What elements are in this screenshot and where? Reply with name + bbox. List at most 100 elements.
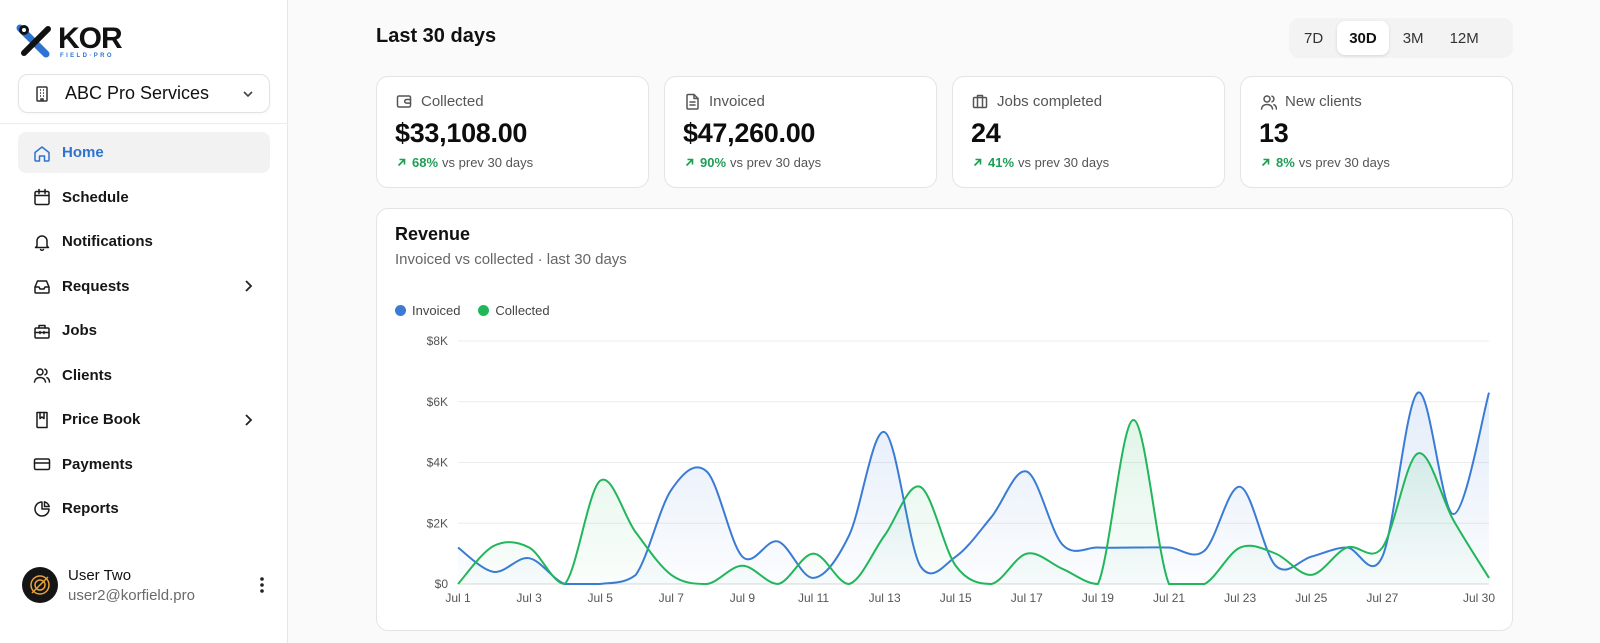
- x-tick-label: Jul 21: [1153, 591, 1185, 605]
- legend-item-collected[interactable]: Collected: [478, 303, 550, 318]
- arrow-up-right-icon: [973, 158, 982, 167]
- sidebar-item-requests[interactable]: Requests: [18, 266, 270, 307]
- sidebar-item-label: Requests: [62, 277, 130, 295]
- sidebar-item-jobs[interactable]: Jobs: [18, 310, 270, 351]
- chevron-right-icon[interactable]: [240, 278, 256, 294]
- brand-name: KOR: [58, 22, 123, 55]
- x-tick-label: Jul 3: [516, 591, 542, 605]
- arrow-up-right-icon: [397, 158, 406, 167]
- x-tick-label: Jul 23: [1224, 591, 1256, 605]
- sidebar-item-hidden-9[interactable]: [18, 533, 270, 543]
- users-icon: [1260, 95, 1277, 110]
- x-tick-label: Jul 11: [798, 591, 829, 605]
- x-tick-label: Jul 13: [869, 591, 901, 605]
- y-tick-label: $0: [435, 577, 449, 591]
- stat-value: 24: [971, 118, 1001, 148]
- stat-label: Collected: [421, 92, 484, 110]
- stat-value: $47,260.00: [683, 118, 816, 148]
- stat-delta-percent: 41%: [988, 155, 1015, 170]
- chevron-right-icon[interactable]: [240, 412, 256, 428]
- document-icon: [686, 93, 699, 110]
- x-tick-label: Jul 17: [1011, 591, 1043, 605]
- chart-legend: Invoiced Collected: [395, 303, 550, 318]
- y-tick-label: $4K: [427, 456, 448, 470]
- stat-delta-text: vs prev 30 days: [1298, 155, 1390, 170]
- stat-value: $33,108.00: [395, 118, 528, 148]
- sidebar-item-label: Payments: [62, 455, 133, 473]
- more-vertical-icon[interactable]: [252, 575, 272, 595]
- arrow-up-right-icon: [685, 158, 694, 167]
- sidebar-divider: [0, 123, 288, 124]
- sidebar-nav: Home Schedule Notifications Requests Jobs Cli…: [18, 132, 270, 542]
- stat-card-new-clients: New clients 13 8% vs prev 30 days: [1240, 76, 1513, 188]
- series-area-invoiced: [458, 392, 1489, 584]
- user-name: User Two: [68, 566, 132, 584]
- credit-card-icon: [33, 458, 51, 471]
- wallet-icon: [396, 95, 412, 108]
- stat-delta-text: vs prev 30 days: [730, 155, 822, 170]
- sidebar-item-schedule[interactable]: Schedule: [18, 177, 270, 218]
- user-profile[interactable]: User Two user2@korfield.pro: [22, 565, 272, 605]
- sidebar-item-label: Schedule: [62, 188, 129, 206]
- x-tick-label: Jul 27: [1366, 591, 1398, 605]
- legend-dot: [395, 305, 406, 316]
- stat-label: New clients: [1285, 92, 1362, 110]
- range-tab-12m[interactable]: 12M: [1449, 29, 1479, 47]
- range-tab-3m[interactable]: 3M: [1402, 29, 1424, 47]
- range-tab-30d[interactable]: 30D: [1337, 21, 1389, 55]
- stat-delta-text: vs prev 30 days: [1018, 155, 1110, 170]
- sidebar-item-home[interactable]: Home: [18, 132, 270, 173]
- stat-card-invoiced: Invoiced $47,260.00 90% vs prev 30 days: [664, 76, 937, 188]
- x-tick-label: Jul 30: [1463, 591, 1495, 605]
- x-tick-label: Jul 7: [659, 591, 685, 605]
- calendar-icon: [34, 188, 50, 206]
- sidebar-item-label: Jobs: [62, 322, 98, 339]
- sidebar-item-label: Price Book: [62, 411, 141, 428]
- x-tick-label: Jul 1: [445, 591, 471, 605]
- stat-card-collected: Collected $33,108.00 68% vs prev 30 days: [376, 76, 649, 188]
- bell-icon: [34, 234, 50, 251]
- arrow-up-right-icon: [1261, 158, 1270, 167]
- stat-delta-percent: 8%: [1276, 155, 1295, 170]
- sidebar-item-clients[interactable]: Clients: [18, 355, 270, 396]
- avatar[interactable]: [22, 567, 58, 603]
- inbox-icon: [34, 280, 50, 294]
- legend-item-invoiced[interactable]: Invoiced: [395, 303, 460, 318]
- y-tick-label: $2K: [427, 516, 448, 530]
- date-range-tabs: 7D 30D 3M 12M: [1289, 18, 1513, 58]
- y-tick-label: $8K: [427, 334, 448, 348]
- sidebar-item-label: Clients: [62, 366, 113, 384]
- sidebar-item-notifications[interactable]: Notifications: [18, 221, 270, 262]
- x-tick-label: Jul 5: [588, 591, 614, 605]
- sidebar-item-payments[interactable]: Payments: [18, 444, 270, 485]
- stat-delta-percent: 68%: [412, 155, 439, 170]
- chevron-down-icon: [243, 90, 253, 97]
- x-tick-label: Jul 9: [730, 591, 756, 605]
- stat-delta-percent: 90%: [700, 155, 727, 170]
- legend-dot: [478, 305, 490, 316]
- user-avatar-icon: [30, 575, 50, 595]
- users-icon: [33, 368, 51, 383]
- sidebar-item-price-book[interactable]: Price Book: [18, 399, 270, 440]
- stat-delta-text: vs prev 30 days: [442, 155, 534, 170]
- y-tick-label: $6K: [427, 395, 448, 409]
- series-line-collected[interactable]: [457, 418, 1490, 586]
- sidebar-item-label: Home: [62, 144, 104, 161]
- organization-select[interactable]: ABC Pro Services: [18, 74, 270, 113]
- range-tab-7d[interactable]: 7D: [1304, 29, 1324, 47]
- brand-logo[interactable]: KOR FIELD·PRO: [16, 24, 136, 60]
- pie-chart-icon: [34, 500, 50, 517]
- page-title: Last 30 days: [376, 25, 497, 47]
- stat-value: 13: [1259, 118, 1289, 148]
- chart-subtitle: Invoiced vs collected · last 30 days: [395, 251, 627, 268]
- x-tick-label: Jul 15: [940, 591, 972, 605]
- x-tick-label: Jul 25: [1295, 591, 1327, 605]
- sidebar: KOR FIELD·PRO ABC Pro Services Home Sched…: [0, 0, 288, 643]
- briefcase-icon: [972, 94, 988, 109]
- building-icon: [36, 85, 48, 102]
- stat-card-jobs-completed: Jobs completed 24 41% vs prev 30 days: [952, 76, 1225, 188]
- stat-label: Jobs completed: [997, 92, 1103, 110]
- wrench-screwdriver-logo-icon: [16, 24, 51, 58]
- revenue-chart: $0 $2K $4K $6K $8K Jul 1 Jul 3 Jul 5 Jul 7 Jul 9 J…: [427, 334, 1496, 605]
- sidebar-item-reports[interactable]: Reports: [18, 488, 270, 529]
